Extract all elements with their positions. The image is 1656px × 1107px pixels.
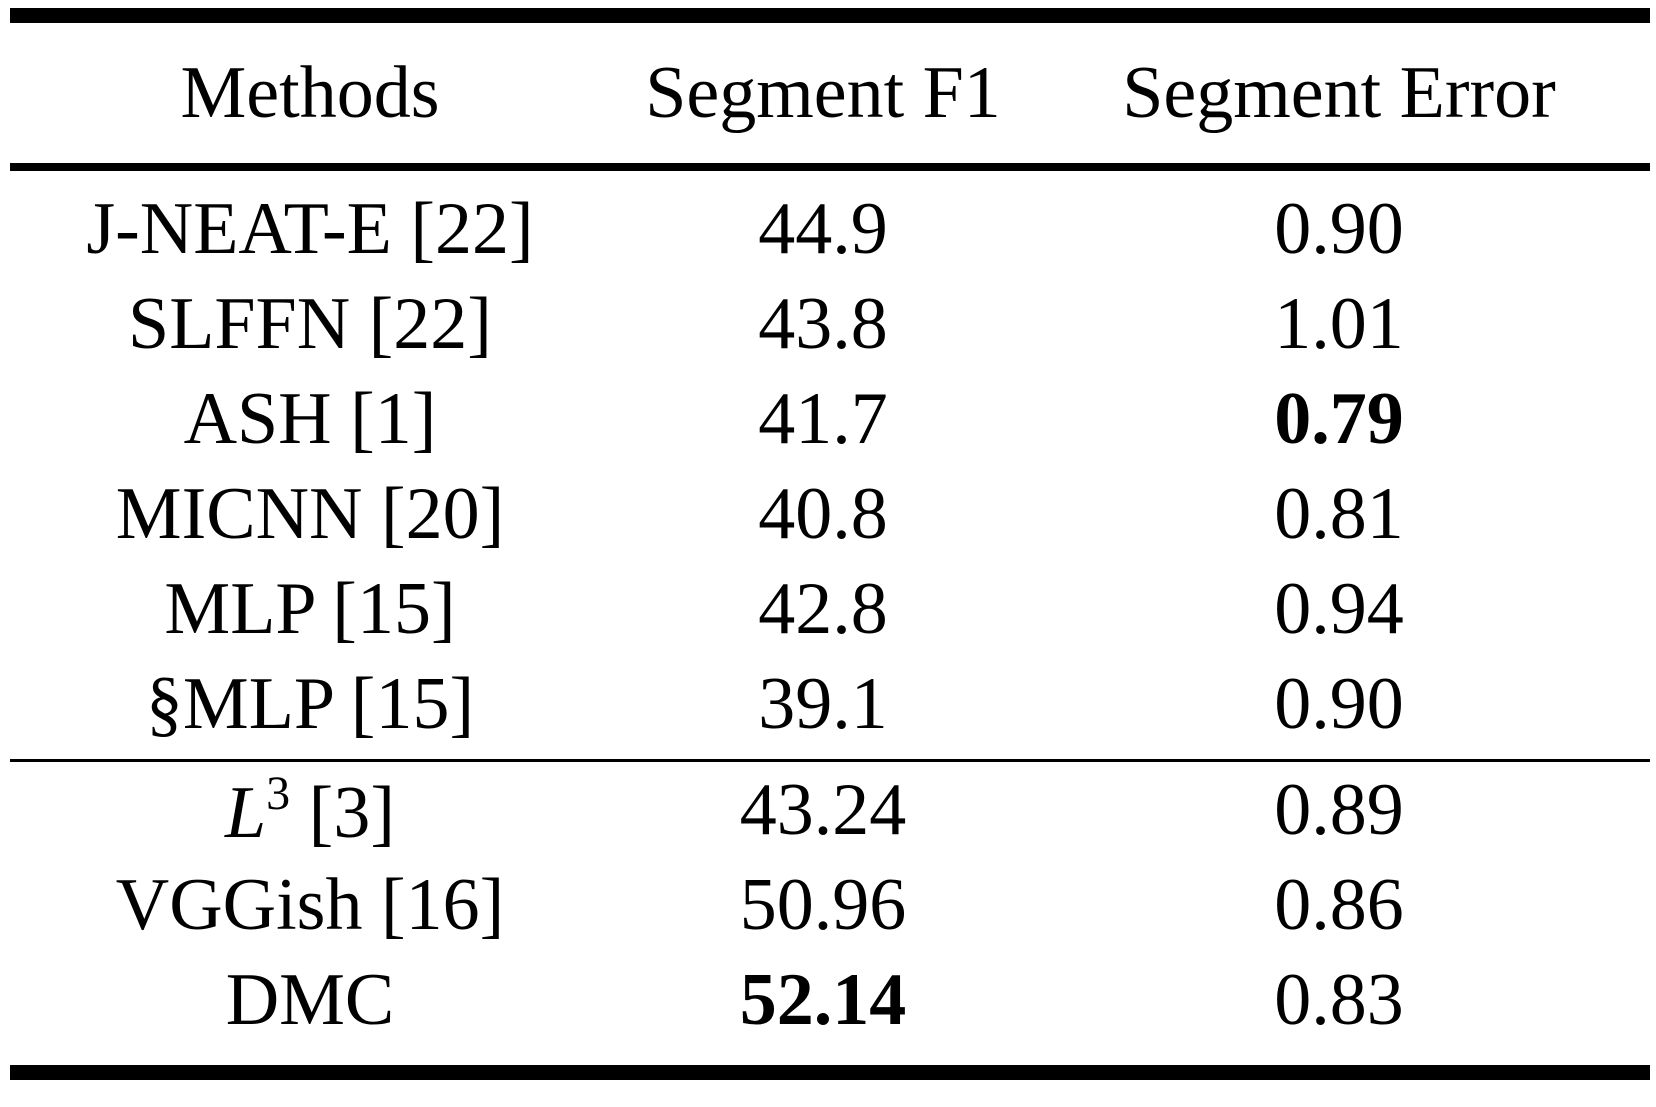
- error-cell: 0.90: [1274, 187, 1404, 270]
- table-row: J-NEAT-E [22] 44.9 0.90: [10, 181, 1650, 276]
- method-base: L: [225, 771, 267, 854]
- header-segment-error: Segment Error: [1122, 52, 1556, 134]
- table-row: ASH [1] 41.7 0.79: [10, 371, 1650, 466]
- header-row: Methods Segment F1 Segment Error: [10, 23, 1650, 163]
- group-separator-rule: [10, 759, 1650, 762]
- error-cell: 0.83: [1274, 958, 1404, 1041]
- error-cell: 0.94: [1274, 567, 1404, 650]
- error-cell-best: 0.79: [1274, 377, 1404, 460]
- method-cell: ASH [1]: [183, 377, 437, 460]
- f1-cell: 39.1: [758, 662, 888, 745]
- table-row: MLP [15] 42.8 0.94: [10, 561, 1650, 656]
- error-cell: 0.86: [1274, 863, 1404, 946]
- top-rule: [10, 8, 1650, 23]
- table-row: MICNN [20] 40.8 0.81: [10, 466, 1650, 561]
- method-cell: §MLP [15]: [145, 662, 475, 745]
- error-cell: 1.01: [1274, 282, 1404, 365]
- f1-cell: 43.24: [739, 768, 907, 851]
- method-superscript: 3: [266, 766, 291, 820]
- error-cell: 0.89: [1274, 768, 1404, 851]
- error-cell: 0.81: [1274, 472, 1404, 555]
- header-segment-f1: Segment F1: [645, 52, 1001, 134]
- header-methods: Methods: [180, 52, 440, 134]
- f1-cell: 41.7: [758, 377, 888, 460]
- table-row: L3 [3] 43.24 0.89: [10, 762, 1650, 857]
- table-row: DMC 52.14 0.83: [10, 952, 1650, 1047]
- f1-cell: 43.8: [758, 282, 888, 365]
- f1-cell: 40.8: [758, 472, 888, 555]
- f1-cell-best: 52.14: [739, 958, 907, 1041]
- method-cell: SLFFN [22]: [128, 282, 492, 365]
- error-cell: 0.90: [1274, 662, 1404, 745]
- method-cell: MICNN [20]: [115, 472, 505, 555]
- header-rule: [10, 163, 1650, 171]
- table-row: VGGish [16] 50.96 0.86: [10, 857, 1650, 952]
- table-row: SLFFN [22] 43.8 1.01: [10, 276, 1650, 371]
- f1-cell: 44.9: [758, 187, 888, 270]
- method-cell: VGGish [16]: [115, 863, 505, 946]
- method-cell: MLP [15]: [164, 567, 456, 650]
- bottom-rule: [10, 1065, 1650, 1080]
- method-citation: [3]: [290, 771, 395, 854]
- f1-cell: 42.8: [758, 567, 888, 650]
- table-row: §MLP [15] 39.1 0.90: [10, 656, 1650, 751]
- method-cell: J-NEAT-E [22]: [86, 187, 534, 270]
- results-table: Methods Segment F1 Segment Error J-NEAT-…: [10, 8, 1650, 1080]
- f1-cell: 50.96: [739, 863, 907, 946]
- method-cell: L3 [3]: [40, 766, 580, 850]
- method-cell: DMC: [225, 958, 395, 1041]
